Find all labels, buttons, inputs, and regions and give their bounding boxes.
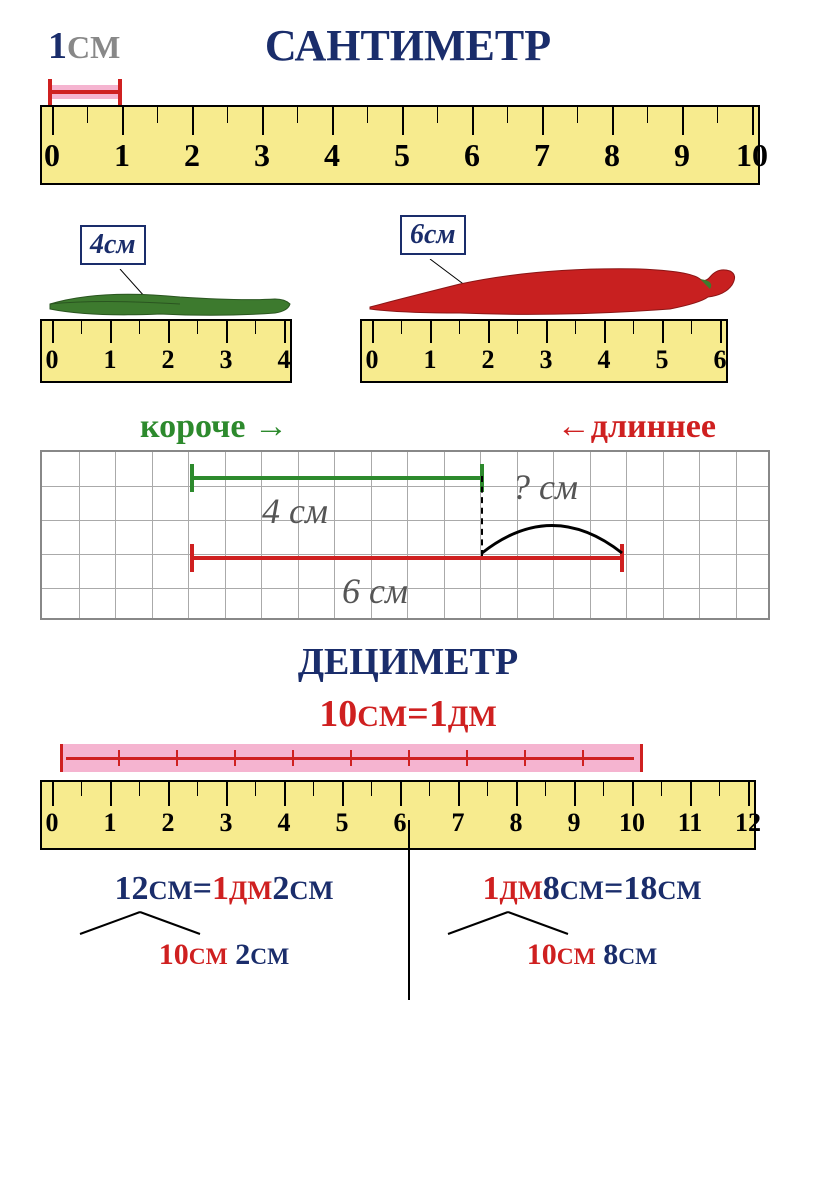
left-length-box: 4см xyxy=(80,225,146,265)
decimeter-ruler: 0123456789101112 xyxy=(40,780,756,850)
equations-row: 12СМ=1ДМ2СМ 10СМ 2СМ 1ДМ8СМ=18СМ 10СМ 8С… xyxy=(40,870,776,972)
decimeter-equation: 10СМ=1ДМ xyxy=(40,692,776,736)
one-cm-label: 1СМ xyxy=(48,24,120,68)
green-vegetable-icon xyxy=(40,269,320,319)
eq-left-text: 12СМ=1ДМ2СМ xyxy=(40,870,408,908)
examples-row: 4см 01234 6см 0123456 xyxy=(40,215,776,383)
right-ruler: 0123456 xyxy=(360,319,728,383)
eq-left-sub: 10СМ 2СМ xyxy=(40,938,408,972)
main-ruler: 012345678910 xyxy=(40,105,760,185)
comparison-section: короче → ←длиннее 4 см6 см? см xyxy=(40,408,776,620)
bracket-down-icon xyxy=(408,908,608,938)
grid-background: 4 см6 см? см xyxy=(40,450,770,620)
bracket-down-icon xyxy=(40,908,240,938)
decimeter-scale-bar xyxy=(50,744,766,774)
decimeter-title: ДЕЦИМЕТР xyxy=(40,640,776,684)
eq-right-text: 1ДМ8СМ=18СМ xyxy=(408,870,776,908)
one-cm-unit: СМ xyxy=(67,29,120,65)
one-cm-number: 1 xyxy=(48,25,67,67)
arrow-right-icon: → xyxy=(254,408,288,445)
example-left: 4см 01234 xyxy=(40,225,320,383)
red-pepper-icon xyxy=(360,259,760,319)
decimeter-section: ДЕЦИМЕТР 10СМ=1ДМ 0123456789101112 xyxy=(40,640,776,850)
vertical-divider xyxy=(408,820,410,1000)
one-cm-bracket xyxy=(40,79,776,105)
eq-right-sub: 10СМ 8СМ xyxy=(408,938,776,972)
page-title: САНТИМЕТР xyxy=(40,20,776,71)
left-ruler: 01234 xyxy=(40,319,292,383)
example-right: 6см 0123456 xyxy=(360,215,760,383)
arrow-left-icon: ← xyxy=(557,408,591,445)
right-length-box: 6см xyxy=(400,215,466,255)
equation-left: 12СМ=1ДМ2СМ 10СМ 2СМ xyxy=(40,870,408,972)
equation-right: 1ДМ8СМ=18СМ 10СМ 8СМ xyxy=(408,870,776,972)
shorter-label: короче → xyxy=(140,408,288,446)
longer-label: ←длиннее xyxy=(557,408,716,446)
